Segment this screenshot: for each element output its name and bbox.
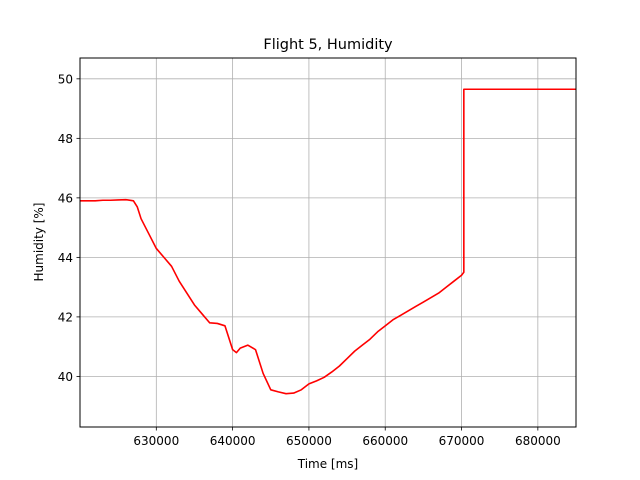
plot-frame xyxy=(79,57,577,428)
x-axis: 630000 640000 650000 660000 670000 680000 xyxy=(133,427,561,448)
x-tick-label: 660000 xyxy=(362,434,408,448)
y-tick-label: 50 xyxy=(58,72,73,86)
y-tick-label: 48 xyxy=(58,132,73,146)
y-axis-label: Humidity [%] xyxy=(32,203,46,282)
plot-area xyxy=(80,88,576,395)
chart-title: Flight 5, Humidity xyxy=(263,37,393,53)
y-axis: 40 42 44 46 48 50 xyxy=(58,72,80,384)
x-tick-label: 680000 xyxy=(515,434,561,448)
y-tick-label: 42 xyxy=(58,310,73,324)
x-tick-label: 650000 xyxy=(286,434,332,448)
y-tick-label: 44 xyxy=(58,251,73,265)
y-tick-label: 40 xyxy=(58,370,73,384)
x-tick-label: 670000 xyxy=(439,434,485,448)
x-tick-label: 630000 xyxy=(133,434,179,448)
series-line xyxy=(80,88,576,395)
grid xyxy=(80,58,576,427)
x-tick-label: 640000 xyxy=(210,434,256,448)
y-tick-label: 46 xyxy=(58,191,73,205)
x-axis-label: Time [ms] xyxy=(297,457,359,471)
